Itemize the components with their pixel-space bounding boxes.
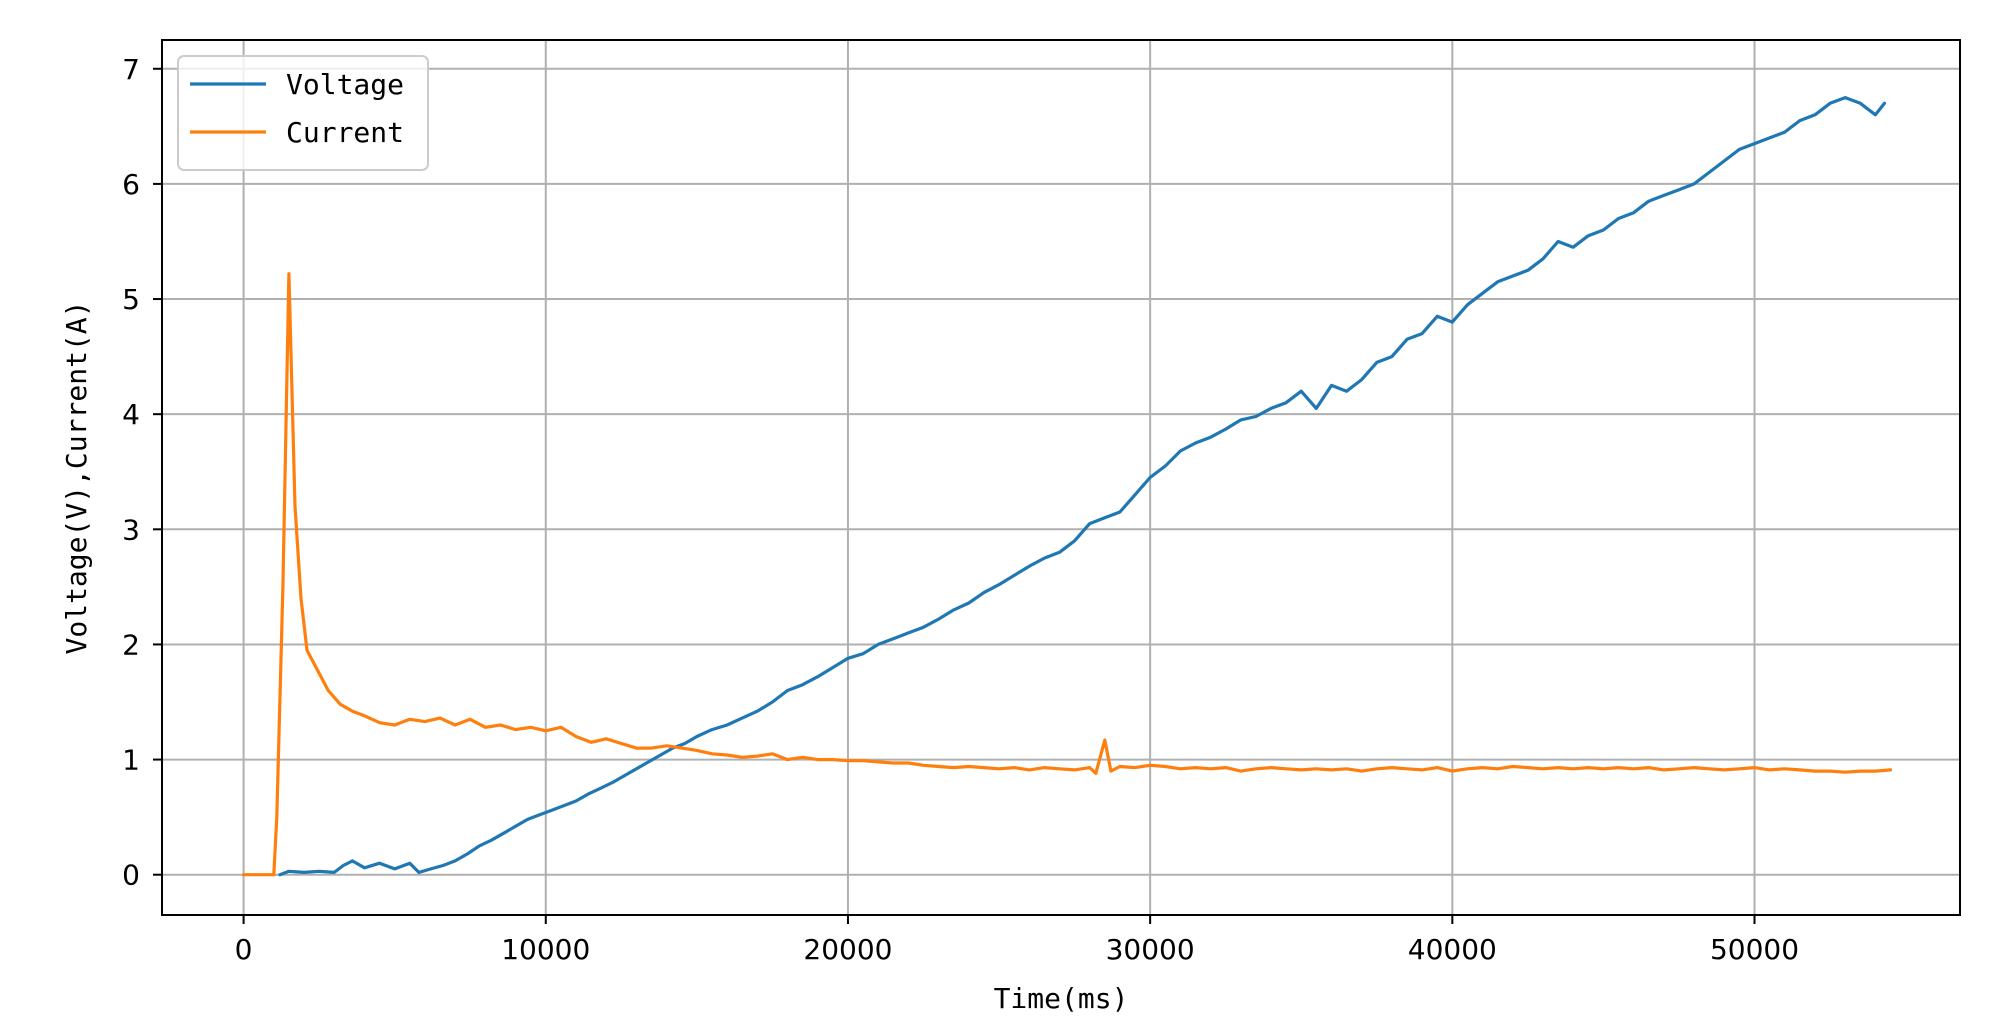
grid: [162, 40, 1960, 915]
series-line-current: [242, 272, 1893, 877]
y-tick-label: 1: [122, 744, 140, 777]
legend-label-current: Current: [286, 116, 404, 149]
x-tick-label: 0: [235, 933, 253, 966]
x-tick-label: 40000: [1408, 933, 1497, 966]
axes-frame: [161, 39, 1961, 916]
y-tick-label: 5: [122, 283, 140, 316]
x-tick-label: 20000: [803, 933, 892, 966]
y-tick-label: 2: [122, 628, 140, 661]
y-tick-label: 3: [122, 513, 140, 546]
y-tick-label: 0: [122, 859, 140, 892]
series-layer: [242, 96, 1893, 877]
y-tick-label: 7: [122, 53, 140, 86]
y-axis-label: Voltage(V),Current(A): [60, 300, 93, 654]
x-tick-label: 50000: [1710, 933, 1799, 966]
x-tick-label: 30000: [1106, 933, 1195, 966]
ticks: 0 10000 20000 30000 40000 50000 0 1 2 3 4 5 6 7: [122, 53, 1799, 966]
y-tick-label: 6: [122, 168, 140, 201]
legend: Voltage Current: [177, 55, 429, 171]
series-line-voltage: [278, 96, 1887, 877]
x-axis-label: Time(ms): [994, 982, 1129, 1015]
y-tick-label: 4: [122, 398, 140, 431]
x-tick-label: 10000: [501, 933, 590, 966]
legend-label-voltage: Voltage: [286, 68, 404, 101]
